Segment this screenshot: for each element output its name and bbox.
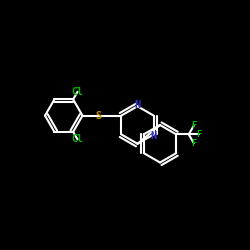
Text: F: F: [196, 130, 202, 139]
Text: S: S: [96, 110, 102, 121]
Text: F: F: [191, 121, 196, 130]
Text: N: N: [150, 130, 157, 140]
Text: Cl: Cl: [72, 134, 84, 144]
Text: F: F: [191, 138, 196, 147]
Text: N: N: [134, 100, 140, 110]
Text: Cl: Cl: [72, 87, 84, 97]
